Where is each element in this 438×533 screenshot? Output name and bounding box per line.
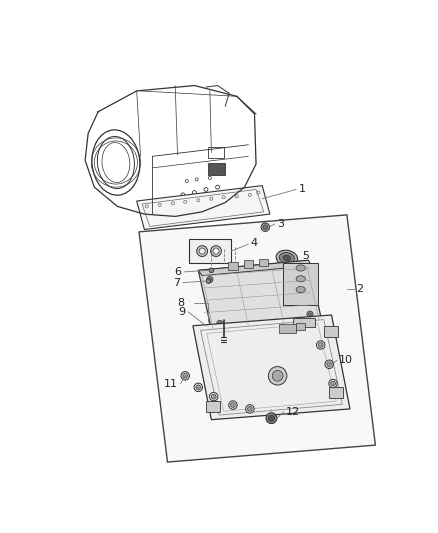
Text: 7: 7 [173,278,180,288]
Circle shape [317,341,325,349]
Text: 3: 3 [277,219,284,229]
Circle shape [229,401,237,409]
Ellipse shape [197,246,208,256]
Bar [259,259,268,266]
Polygon shape [198,260,321,329]
Ellipse shape [199,248,205,254]
Circle shape [231,403,235,407]
Circle shape [268,367,287,385]
Circle shape [183,374,187,378]
Circle shape [266,413,277,424]
Bar [293,318,314,327]
Circle shape [218,322,221,325]
Circle shape [246,405,254,413]
Circle shape [194,383,202,392]
Bar [206,401,220,412]
Text: 10: 10 [339,356,353,366]
Bar [244,260,253,268]
Text: 4: 4 [251,238,258,248]
Circle shape [298,270,301,273]
Text: 8: 8 [177,297,184,308]
Bar [296,322,305,330]
Circle shape [206,279,211,284]
Ellipse shape [296,287,305,293]
Bar [189,239,231,263]
Text: 1: 1 [298,184,305,195]
Circle shape [209,392,218,401]
Circle shape [325,360,333,368]
FancyBboxPatch shape [208,163,225,175]
Circle shape [307,311,313,317]
Bar [279,324,296,334]
Circle shape [181,372,190,380]
Circle shape [329,379,337,387]
Circle shape [268,415,275,421]
Ellipse shape [211,246,221,256]
Circle shape [327,362,332,367]
Polygon shape [139,215,375,462]
Circle shape [217,320,223,327]
Bar [324,326,338,337]
Bar [208,147,224,158]
Text: 12: 12 [286,407,300,417]
Circle shape [209,268,214,273]
Circle shape [208,278,212,281]
Ellipse shape [279,253,294,263]
Circle shape [308,313,311,316]
Ellipse shape [213,248,219,254]
Bar [329,387,343,398]
Circle shape [331,381,336,386]
Circle shape [207,277,213,282]
Ellipse shape [283,255,291,261]
Circle shape [318,343,323,348]
Text: 11: 11 [163,378,177,389]
Text: 2: 2 [356,284,363,294]
Bar [228,262,237,270]
Ellipse shape [296,276,305,282]
Ellipse shape [276,250,297,266]
Text: 9: 9 [178,307,185,317]
Circle shape [263,225,268,230]
Text: 6: 6 [174,267,181,277]
Polygon shape [193,315,350,419]
Bar [283,263,318,305]
Circle shape [296,269,302,275]
Circle shape [272,370,283,381]
Text: 5: 5 [302,251,309,261]
Circle shape [261,223,269,231]
Ellipse shape [296,265,305,271]
Polygon shape [198,260,311,276]
Polygon shape [137,185,270,230]
Circle shape [247,407,252,411]
Circle shape [212,394,216,399]
Circle shape [196,385,201,390]
